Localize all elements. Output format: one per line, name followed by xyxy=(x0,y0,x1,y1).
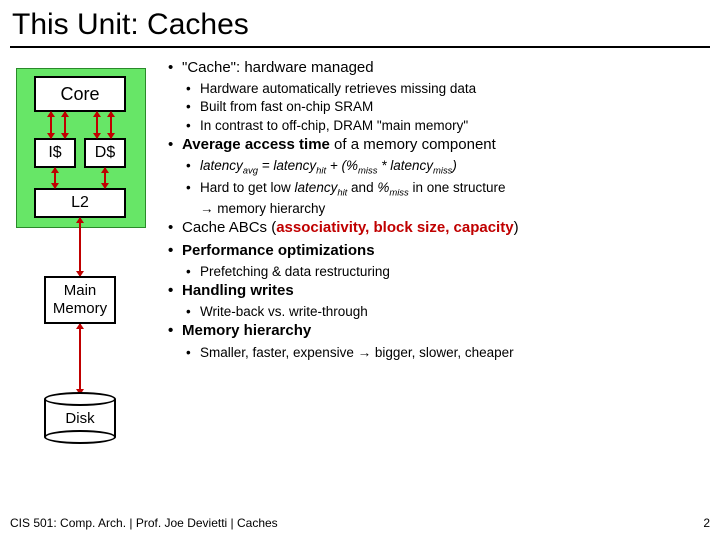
disk-top xyxy=(44,392,116,406)
abcs-red: associativity, block size, capacity xyxy=(276,219,513,236)
bullet-column: "Cache": hardware managed Hardware autom… xyxy=(166,58,714,488)
bullet-cache-abcs: Cache ABCs (associativity, block size, c… xyxy=(166,218,714,238)
disk-bottom xyxy=(44,430,116,444)
sub-miss1: miss xyxy=(358,166,377,177)
diagram-column: Core I$ D$ L2 Main Memory xyxy=(6,58,166,488)
bullet-mem-hierarchy: Memory hierarchy xyxy=(166,321,714,341)
times: * xyxy=(377,158,390,173)
abcs-pre: Cache ABCs ( xyxy=(182,219,276,236)
bullet-list: "Cache": hardware managed Hardware autom… xyxy=(166,58,714,362)
lat-avg: latency xyxy=(200,158,243,173)
arrow-icache-l2 xyxy=(54,168,56,188)
disk-cylinder: Disk xyxy=(44,392,116,444)
close-paren: ) xyxy=(452,158,457,173)
bullet-handling-writes: Handling writes xyxy=(166,281,714,301)
title-underline xyxy=(10,46,710,48)
lat-miss: latency xyxy=(390,158,433,173)
eq: = xyxy=(258,158,273,173)
arrow-glyph-2: → xyxy=(358,345,372,360)
sf-post: bigger, slower, cheaper xyxy=(371,345,514,360)
lat-hit: latency xyxy=(273,158,316,173)
memory-hierarchy-diagram: Core I$ D$ L2 Main Memory xyxy=(6,68,156,488)
page-title: This Unit: Caches xyxy=(0,0,720,46)
main-memory-box: Main Memory xyxy=(44,276,116,324)
hard-pre: Hard to get low xyxy=(200,180,295,195)
hard-lat-hit: latency xyxy=(295,180,338,195)
arrow-core-icache-2 xyxy=(64,112,66,138)
avg-access-rest: of a memory component xyxy=(330,136,496,153)
bullet-cache-def: "Cache": hardware managed xyxy=(166,58,714,78)
bullet-sram: Built from fast on-chip SRAM xyxy=(166,98,714,116)
arrow-core-dcache xyxy=(96,112,98,138)
bullet-prefetching: Prefetching & data restructuring xyxy=(166,263,714,281)
arrow-mainmem-disk xyxy=(79,324,81,394)
hard-post: in one structure xyxy=(409,180,506,195)
sub-hit: hit xyxy=(316,166,326,177)
footer-page-number: 2 xyxy=(703,516,710,530)
bullet-hw-retrieves: Hardware automatically retrieves missing… xyxy=(166,80,714,98)
arrow-l2-mainmem xyxy=(79,218,81,276)
bullet-dram: In contrast to off-chip, DRAM "main memo… xyxy=(166,117,714,135)
disk-label: Disk xyxy=(44,410,116,427)
sf-pre: Smaller, faster, expensive xyxy=(200,345,358,360)
hard-sub-hit: hit xyxy=(337,187,347,198)
icache-box: I$ xyxy=(34,138,76,168)
arrow-glyph-1: → xyxy=(200,201,214,216)
pmiss: % xyxy=(346,158,358,173)
hard-and: and xyxy=(347,180,377,195)
bullet-latency-formula: latencyavg = latencyhit + (%miss * laten… xyxy=(166,157,714,178)
avg-access-bold: Average access time xyxy=(182,136,330,153)
main-content: Core I$ D$ L2 Main Memory xyxy=(0,58,720,488)
sub-avg: avg xyxy=(243,166,258,177)
core-box: Core xyxy=(34,76,126,112)
bullet-avg-access: Average access time of a memory componen… xyxy=(166,135,714,155)
arrow-dcache-l2 xyxy=(104,168,106,188)
dcache-box: D$ xyxy=(84,138,126,168)
mem-hierarchy-inline: memory hierarchy xyxy=(214,201,326,216)
hard-pmiss: % xyxy=(377,180,389,195)
arrow-core-dcache-2 xyxy=(110,112,112,138)
bullet-smaller-faster: Smaller, faster, expensive → bigger, slo… xyxy=(166,344,714,362)
arrow-core-icache xyxy=(50,112,52,138)
footer-left: CIS 501: Comp. Arch. | Prof. Joe Deviett… xyxy=(10,516,278,530)
l2-box: L2 xyxy=(34,188,126,218)
hard-sub-miss: miss xyxy=(389,187,408,198)
bullet-perf-opt: Performance optimizations xyxy=(166,241,714,261)
mainmem-label-1: Main xyxy=(64,282,97,299)
abcs-post: ) xyxy=(514,219,519,236)
mainmem-label-2: Memory xyxy=(53,300,107,317)
bullet-writeback: Write-back vs. write-through xyxy=(166,303,714,321)
bullet-hard-low: Hard to get low latencyhit and %miss in … xyxy=(166,179,714,219)
slide-footer: CIS 501: Comp. Arch. | Prof. Joe Deviett… xyxy=(10,516,710,530)
sub-miss2: miss xyxy=(433,166,452,177)
plus: + ( xyxy=(326,158,346,173)
